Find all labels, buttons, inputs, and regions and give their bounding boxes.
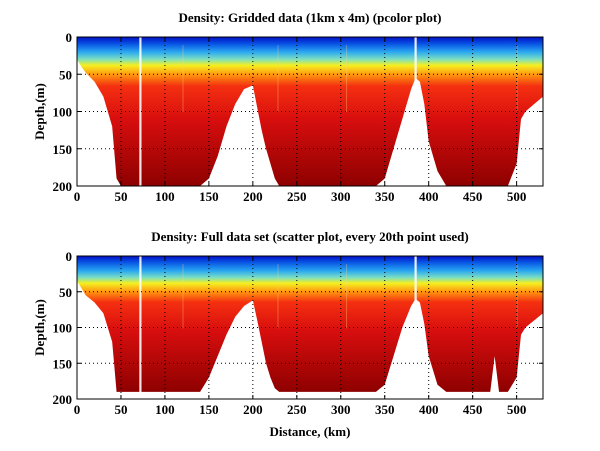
x-tick-label: 450: [463, 402, 483, 417]
x-tick-label: 0: [74, 189, 81, 204]
y-tick-label: 100: [53, 105, 73, 120]
x-tick-label: 50: [114, 189, 127, 204]
density-streak: [346, 45, 348, 113]
chart-title: Density: Full data set (scatter plot, ev…: [151, 229, 469, 244]
density-streak: [516, 45, 518, 113]
data-gap: [139, 37, 142, 186]
x-tick-label: 250: [287, 402, 307, 417]
density-region: [77, 256, 543, 392]
x-tick-label: 400: [419, 402, 439, 417]
density-streak: [277, 264, 279, 329]
y-axis-label: Depth,(m): [32, 299, 47, 356]
y-tick-label: 50: [59, 285, 72, 300]
y-tick-label: 150: [53, 142, 73, 157]
y-tick-label: 0: [66, 30, 73, 45]
panel-scatter: Density: Full data set (scatter plot, ev…: [32, 229, 544, 439]
tick-labels: 0 50 100 150 200 250 300 350 400 450 500 0 50 100 150 2…: [53, 249, 527, 417]
panel-gridded: Density: Gridded data (1km x 4m) (pcolor…: [32, 10, 544, 204]
y-tick-label: 0: [66, 249, 73, 264]
x-tick-label: 200: [243, 402, 263, 417]
x-tick-label: 150: [199, 402, 219, 417]
x-tick-label: 500: [507, 189, 527, 204]
x-tick-label: 500: [507, 402, 527, 417]
x-tick-label: 450: [463, 189, 483, 204]
grid-lines: [77, 37, 543, 186]
y-tick-label: 150: [53, 356, 73, 371]
y-tick-label: 100: [53, 321, 73, 336]
density-streak: [346, 264, 348, 329]
x-tick-label: 250: [287, 189, 307, 204]
tick-labels: 0 50 100 150 200 250 300 350 400 450 500 0 50 100 150 2…: [53, 30, 527, 204]
y-tick-label: 200: [53, 392, 73, 407]
x-tick-label: 100: [155, 402, 175, 417]
data-gap: [139, 256, 142, 399]
density-streak: [182, 45, 184, 113]
x-tick-label: 300: [331, 402, 351, 417]
x-tick-label: 100: [155, 189, 175, 204]
axes-frame: [76, 255, 544, 400]
grid-lines: [77, 256, 543, 399]
y-tick-label: 200: [53, 179, 73, 194]
x-axis-label: Distance, (km): [270, 424, 351, 439]
y-tick-label: 50: [59, 67, 72, 82]
x-tick-label: 200: [243, 189, 263, 204]
density-streak: [277, 45, 279, 113]
x-tick-label: 0: [74, 402, 81, 417]
density-streak: [182, 264, 184, 329]
x-tick-label: 350: [375, 402, 395, 417]
data-gap: [414, 256, 417, 399]
chart-title: Density: Gridded data (1km x 4m) (pcolor…: [178, 10, 441, 25]
axes-frame: [76, 36, 544, 187]
x-tick-label: 400: [419, 189, 439, 204]
y-axis-label: Depth,(m): [32, 83, 47, 140]
x-tick-label: 300: [331, 189, 351, 204]
x-tick-label: 350: [375, 189, 395, 204]
data-gap: [414, 37, 417, 186]
x-tick-label: 150: [199, 189, 219, 204]
x-tick-label: 50: [114, 402, 127, 417]
